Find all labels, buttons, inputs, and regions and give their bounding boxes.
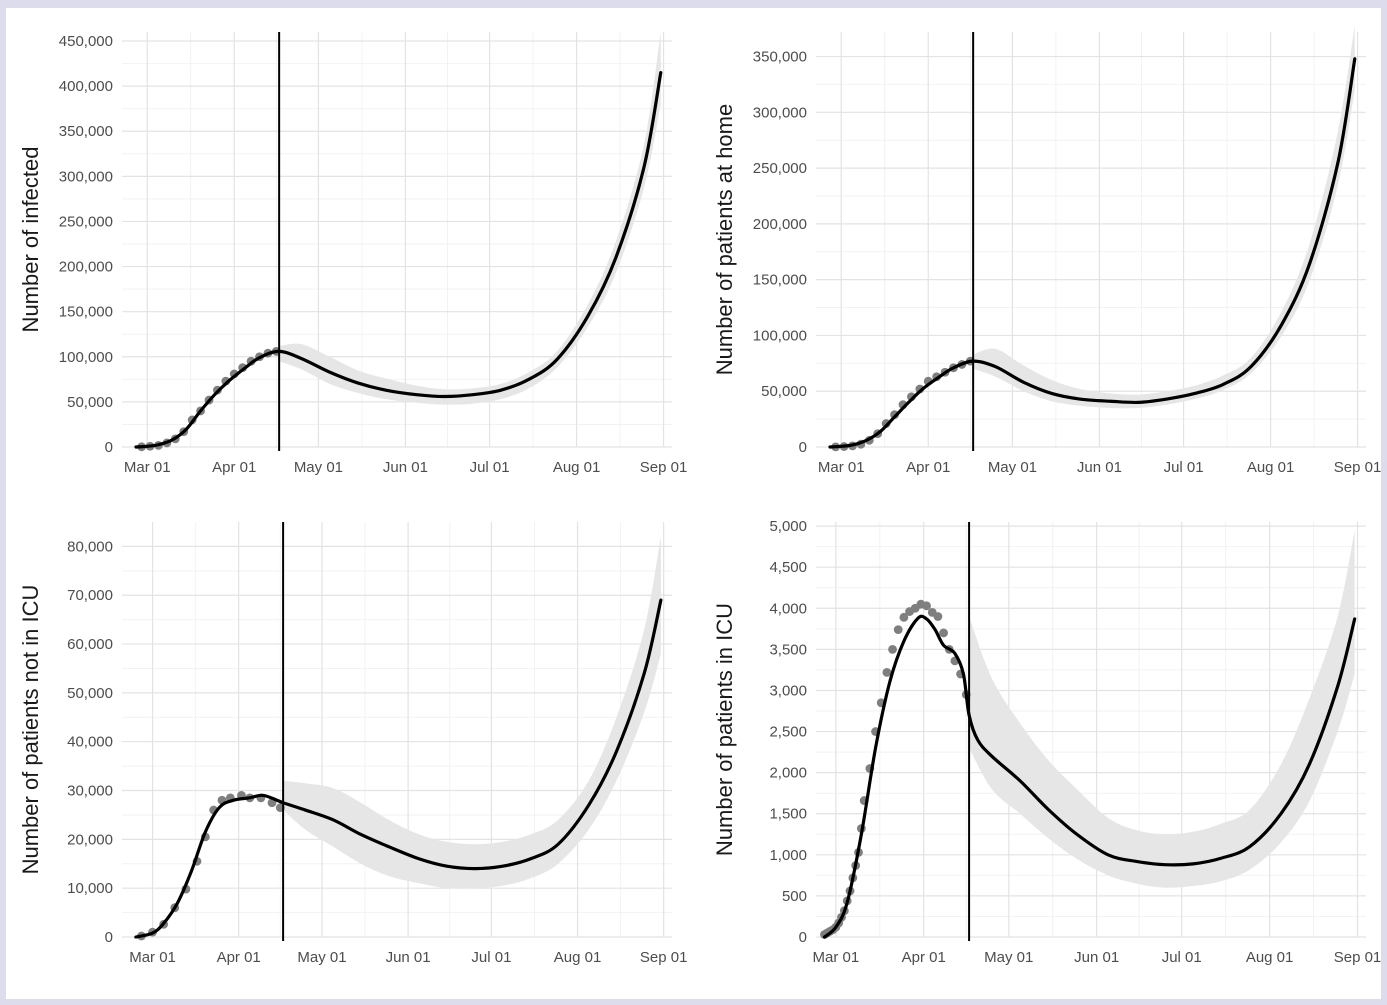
chart-panel-1: Mar 01 Apr 01 May 01 Jun 01 Jul 01 Aug 01 Sep …	[18, 32, 687, 476]
y-axis-title: Number of patients in ICU	[712, 603, 737, 856]
observed-point	[893, 625, 903, 635]
x-tick-label: Apr 01	[902, 949, 946, 966]
x-tick-label: Jul 01	[471, 949, 511, 966]
observed-point	[882, 667, 892, 677]
y-tick-label: 100,000	[753, 327, 807, 344]
x-tick-label: Aug 01	[1247, 459, 1295, 476]
x-tick-label: Apr 01	[217, 949, 261, 966]
y-tick-label: 0	[105, 439, 113, 456]
y-tick-label: 50,000	[761, 383, 807, 400]
x-tick-label: Aug 01	[1246, 949, 1294, 966]
observed-point	[933, 612, 943, 621]
y-tick-label: 0	[105, 929, 113, 946]
x-tick-label: Apr 01	[212, 459, 256, 476]
y-tick-label: 150,000	[753, 272, 807, 289]
chart-panel-2: Mar 01 Apr 01 May 01 Jun 01 Jul 01 Aug 01 Sep …	[712, 25, 1381, 476]
y-tick-label: 4,000	[769, 600, 807, 617]
y-tick-label: 80,000	[67, 538, 113, 555]
x-tick-label: Mar 01	[818, 459, 865, 476]
x-tick-label: Jun 01	[386, 949, 431, 966]
y-tick-label: 100,000	[59, 349, 113, 366]
y-tick-label: 250,000	[753, 160, 807, 177]
x-tick-label: Sep 01	[640, 949, 688, 966]
y-tick-label: 200,000	[59, 259, 113, 276]
fitted-line	[822, 614, 1357, 939]
y-tick-label: 1,000	[769, 847, 807, 864]
y-tick-label: 200,000	[753, 216, 807, 233]
x-tick-label: Aug 01	[553, 459, 601, 476]
observed-point	[939, 628, 948, 638]
y-axis-title: Number of patients at home	[712, 104, 737, 375]
y-axis-title: Number of infected	[18, 147, 43, 333]
x-tick-label: May 01	[988, 459, 1037, 476]
x-tick-label: Sep 01	[1334, 459, 1382, 476]
fitted-line	[828, 57, 1357, 449]
y-tick-label: 3,000	[769, 682, 807, 699]
y-tick-label: 40,000	[67, 734, 113, 751]
y-tick-label: 300,000	[753, 104, 807, 121]
y-tick-label: 450,000	[59, 33, 113, 50]
observed-point	[922, 601, 931, 611]
y-tick-label: 0	[799, 929, 807, 946]
x-tick-label: Mar 01	[129, 949, 176, 966]
x-tick-label: Jun 01	[1077, 459, 1122, 476]
confidence-band	[283, 536, 661, 889]
x-tick-label: Apr 01	[906, 459, 950, 476]
x-tick-label: Mar 01	[124, 459, 171, 476]
chart-panel-4: Mar 01 Apr 01 May 01 Jun 01 Jul 01 Aug 01 Sep …	[712, 518, 1381, 966]
observed-point	[888, 644, 897, 654]
y-tick-label: 5,000	[769, 518, 807, 535]
x-tick-label: Jul 01	[470, 459, 510, 476]
y-tick-label: 300,000	[59, 168, 113, 185]
y-tick-label: 2,000	[769, 765, 807, 782]
confidence-band	[969, 530, 1355, 888]
y-tick-label: 4,500	[769, 559, 807, 576]
x-tick-label: Sep 01	[1334, 949, 1382, 966]
x-tick-label: May 01	[294, 459, 343, 476]
y-axis-title: Number of patients not in ICU	[18, 585, 43, 875]
confidence-band	[973, 25, 1355, 409]
y-tick-label: 150,000	[59, 304, 113, 321]
y-tick-label: 20,000	[67, 831, 113, 848]
y-tick-label: 350,000	[59, 123, 113, 140]
x-tick-label: Aug 01	[554, 949, 602, 966]
y-tick-label: 70,000	[67, 587, 113, 604]
observed-point	[899, 612, 909, 622]
y-tick-label: 10,000	[67, 880, 113, 897]
x-tick-label: Sep 01	[640, 459, 688, 476]
y-tick-label: 2,500	[769, 724, 807, 741]
y-tick-label: 250,000	[59, 213, 113, 230]
confidence-band	[279, 32, 661, 405]
y-tick-label: 500	[782, 888, 807, 905]
x-tick-label: May 01	[297, 949, 346, 966]
x-tick-label: Jul 01	[1164, 459, 1204, 476]
y-tick-label: 1,500	[769, 806, 807, 823]
x-tick-label: Jul 01	[1162, 949, 1202, 966]
x-tick-label: Jun 01	[383, 459, 428, 476]
fitted-line	[134, 71, 663, 449]
y-tick-label: 3,500	[769, 641, 807, 658]
y-tick-label: 60,000	[67, 636, 113, 653]
x-tick-label: Mar 01	[813, 949, 860, 966]
y-tick-label: 30,000	[67, 783, 113, 800]
y-tick-label: 50,000	[67, 394, 113, 411]
x-tick-label: Jun 01	[1074, 949, 1119, 966]
y-tick-label: 350,000	[753, 49, 807, 66]
x-tick-label: May 01	[984, 949, 1033, 966]
y-tick-label: 400,000	[59, 78, 113, 95]
chart-panel-3: Mar 01 Apr 01 May 01 Jun 01 Jul 01 Aug 01 Sep …	[18, 522, 687, 966]
y-tick-label: 0	[799, 439, 807, 456]
fitted-line	[134, 598, 663, 939]
y-tick-label: 50,000	[67, 685, 113, 702]
